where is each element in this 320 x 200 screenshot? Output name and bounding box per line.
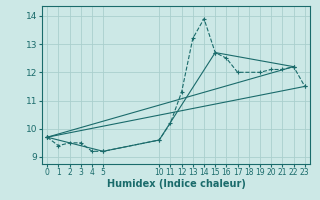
X-axis label: Humidex (Indice chaleur): Humidex (Indice chaleur) [107,179,245,189]
